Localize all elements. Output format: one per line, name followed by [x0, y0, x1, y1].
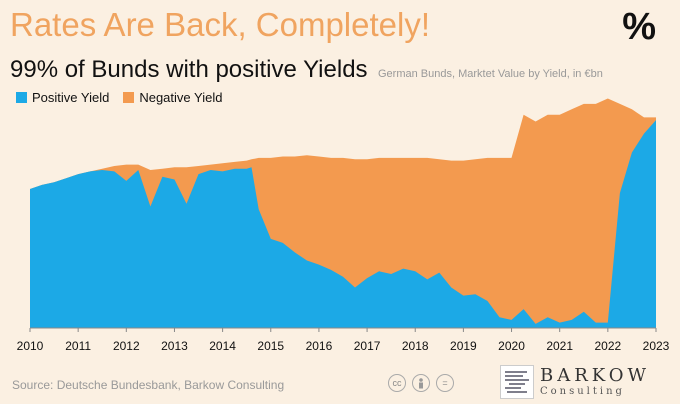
- percent-logo: %: [622, 6, 656, 48]
- x-tick-label: 2014: [209, 339, 236, 353]
- barkow-logo-mark-icon: [500, 365, 534, 399]
- x-tick-label: 2016: [306, 339, 333, 353]
- nd-equals-icon: =: [436, 374, 454, 392]
- x-tick-label: 2018: [402, 339, 429, 353]
- series-area-positive-yield: [30, 120, 656, 328]
- x-tick-label: 2010: [17, 339, 44, 353]
- chart-subtitle: 99% of Bunds with positive Yields German…: [10, 56, 603, 84]
- legend-swatch-negative: [123, 92, 135, 103]
- cc-icon: cc: [388, 374, 406, 392]
- x-tick-label: 2015: [257, 339, 284, 353]
- source-note: Source: Deutsche Bundesbank, Barkow Cons…: [12, 378, 285, 392]
- x-tick-label: 2011: [65, 339, 91, 353]
- x-tick-label: 2020: [498, 339, 525, 353]
- x-tick-label: 2022: [594, 339, 621, 353]
- legend-label-positive: Positive Yield: [32, 90, 110, 105]
- chart-title: Rates Are Back, Completely!: [10, 6, 431, 43]
- x-tick-label: 2023: [643, 339, 670, 353]
- legend-label-negative: Negative Yield: [139, 90, 223, 105]
- barkow-logo-text: BARKOW Consulting: [540, 367, 650, 397]
- logo-name: BARKOW: [540, 365, 651, 386]
- logo-subtitle: Consulting: [540, 386, 625, 397]
- x-tick-label: 2013: [161, 339, 188, 353]
- x-tick-label: 2019: [450, 339, 477, 353]
- x-tick-label: 2012: [113, 339, 140, 353]
- x-tick-label: 2017: [354, 339, 381, 353]
- person-icon: [419, 377, 423, 388]
- x-tick-label: 2021: [546, 339, 573, 353]
- legend-swatch-positive: [16, 92, 27, 103]
- chart-legend: Positive Yield Negative Yield: [16, 90, 222, 105]
- license-icons: cc =: [388, 374, 454, 392]
- legend-item-negative: Negative Yield: [123, 90, 222, 105]
- x-axis-ticks: 2010 2011 2012 2013 2014 2015 2016 2017 2018 2019…: [17, 328, 670, 353]
- barkow-logo: BARKOW Consulting: [500, 362, 666, 402]
- subtitle-text: 99% of Bunds with positive Yields: [10, 56, 368, 83]
- by-person-icon: [412, 374, 430, 392]
- legend-item-positive: Positive Yield: [16, 90, 109, 105]
- subtitle-note: German Bunds, Marktet Value by Yield, in…: [378, 68, 603, 80]
